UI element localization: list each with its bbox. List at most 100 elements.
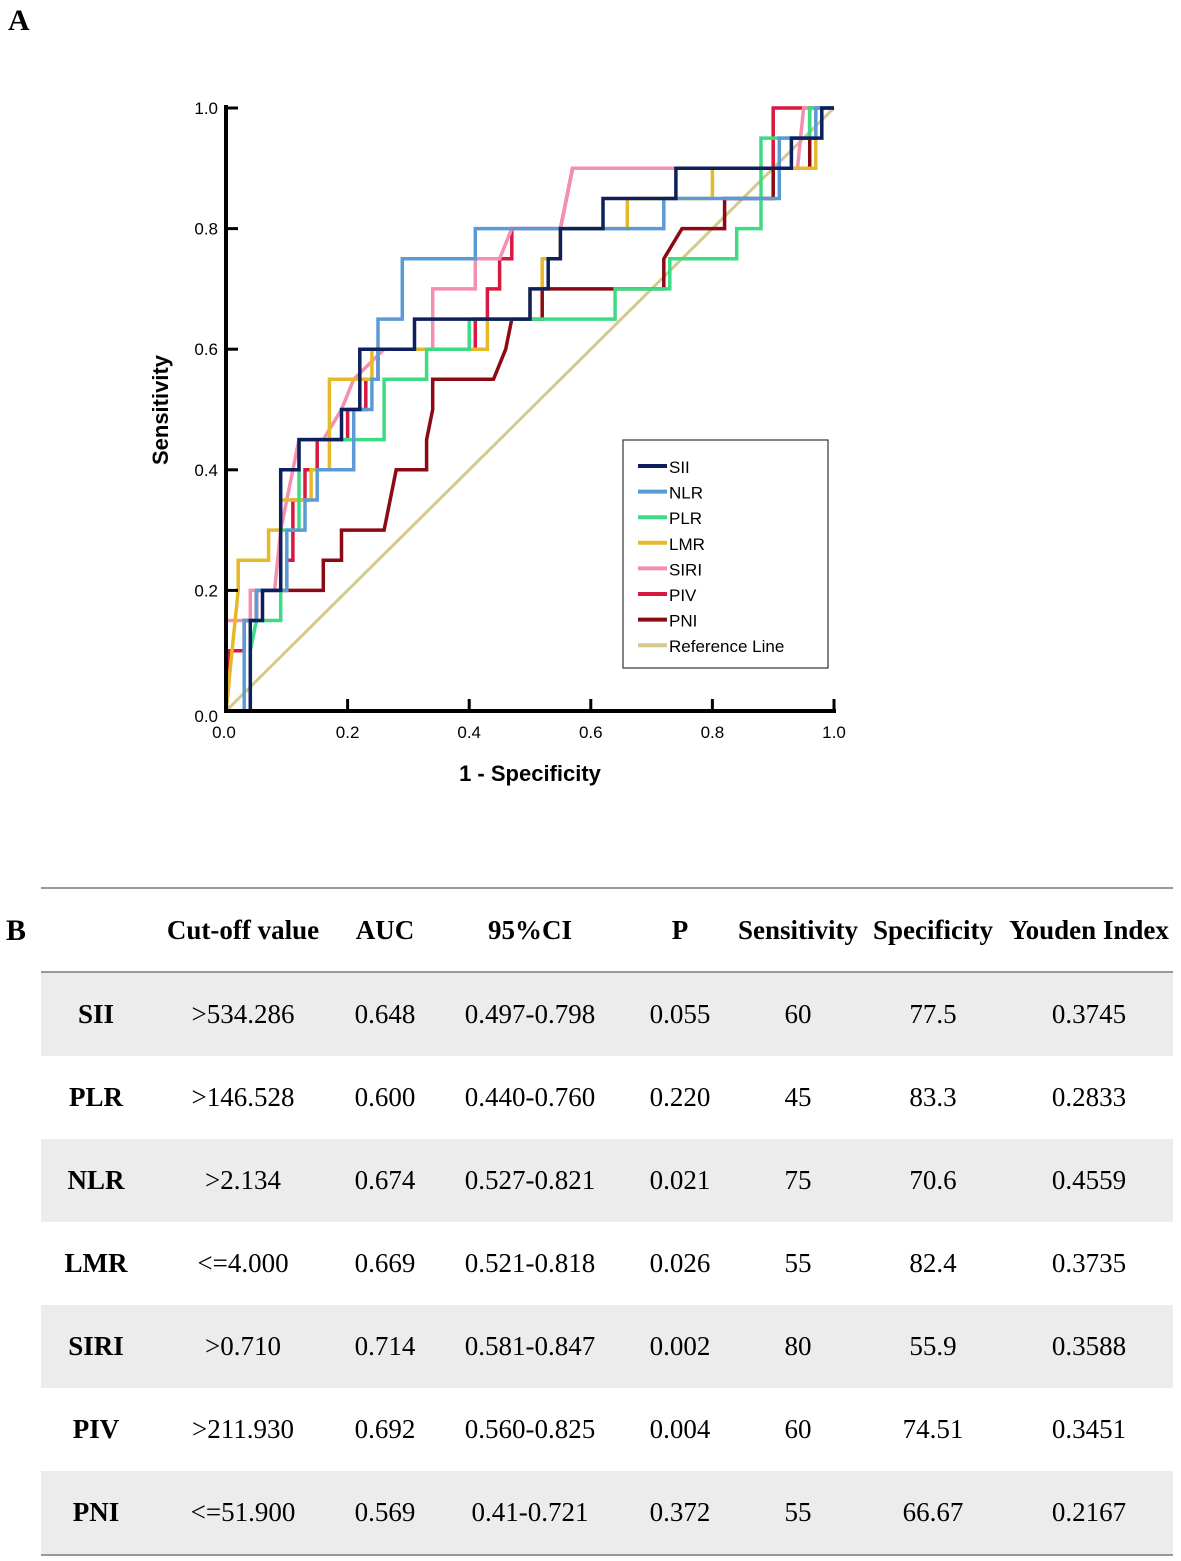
- y-tick-label: 0.6: [194, 340, 218, 359]
- table-cell: 0.714: [354, 1331, 416, 1361]
- y-tick-label: 0.0: [194, 707, 218, 726]
- table-row: SIRI >0.710 0.714 0.581-0.847 0.002 80 55.9 0.3…: [41, 1305, 1173, 1388]
- y-tick-label: 1.0: [194, 99, 218, 118]
- roc-results-table: Cut-off value AUC 95%CI P Sensitivity Specifi…: [41, 887, 1173, 1556]
- x-tick-label: 1.0: [822, 723, 846, 742]
- panel-label-b: B: [6, 914, 27, 947]
- table-cell: Specificity: [873, 914, 993, 945]
- legend-label: PLR: [669, 509, 702, 528]
- table-cell: AUC: [355, 914, 415, 945]
- table-cell: 55: [784, 1497, 812, 1527]
- series-line-sii: [226, 106, 834, 713]
- y-tick-label: 0.4: [194, 461, 218, 480]
- table-row: PIV >211.930 0.692 0.560-0.825 0.004 60 74.51 0…: [41, 1388, 1173, 1471]
- x-tick-label: 0.2: [336, 723, 360, 742]
- table-cell: 77.5: [909, 999, 957, 1029]
- table-cell: 0.220: [649, 1082, 711, 1112]
- table-cell: Youden Index: [1009, 914, 1169, 945]
- row-label: SII: [77, 999, 115, 1029]
- x-axis-label: 1 - Specificity: [459, 761, 602, 786]
- table-cell: 75: [784, 1165, 812, 1195]
- panel-label-a: A: [8, 4, 30, 37]
- x-tick-label: 0.4: [457, 723, 481, 742]
- table-cell: >534.286: [191, 999, 295, 1029]
- table-cell: <=4.000: [197, 1248, 289, 1278]
- table-cell: >0.710: [205, 1331, 281, 1361]
- y-tick-label: 0.2: [194, 581, 218, 600]
- y-tick-label: 0.8: [194, 220, 218, 239]
- table-cell: 60: [784, 1414, 812, 1444]
- table-cell: 0.569: [354, 1497, 416, 1527]
- table-cell: Sensitivity: [737, 914, 858, 945]
- table-cell: 0.527-0.821: [464, 1165, 596, 1195]
- legend-label: LMR: [669, 535, 705, 554]
- table-cell: 82.4: [909, 1248, 957, 1278]
- table-cell: 70.6: [909, 1165, 957, 1195]
- table-cell: 0.648: [354, 999, 416, 1029]
- table-row: PNI <=51.900 0.569 0.41-0.721 0.372 55 66.67 0.…: [41, 1471, 1173, 1554]
- table-cell: 0.3745: [1051, 999, 1127, 1029]
- table-cell: 60: [784, 999, 812, 1029]
- table-cell: <=51.900: [190, 1497, 296, 1527]
- row-label: LMR: [64, 1248, 128, 1278]
- row-label: PNI: [72, 1497, 120, 1527]
- table-cell: >211.930: [192, 1414, 294, 1444]
- table-cell: 0.600: [354, 1082, 416, 1112]
- table-cell: >2.134: [205, 1165, 281, 1195]
- table-cell: 0.004: [649, 1414, 711, 1444]
- table-cell: 45: [784, 1082, 812, 1112]
- table-cell: 74.51: [902, 1414, 964, 1444]
- table-header-row: Cut-off value AUC 95%CI P Sensitivity Specifi…: [41, 889, 1173, 973]
- table-cell: 80: [784, 1331, 812, 1361]
- table-cell: 0.692: [354, 1414, 416, 1444]
- table-row: NLR >2.134 0.674 0.527-0.821 0.021 75 70.6 0.45…: [41, 1139, 1173, 1222]
- table-cell: 83.3: [909, 1082, 957, 1112]
- table-cell: 0.026: [649, 1248, 711, 1278]
- legend-label: NLR: [669, 484, 703, 503]
- legend-box: [622, 439, 829, 669]
- table-cell: 66.67: [902, 1497, 964, 1527]
- legend-label: PIV: [669, 586, 697, 605]
- table-cell: 55.9: [909, 1331, 957, 1361]
- table-cell: Cut-off value: [166, 914, 320, 945]
- x-tick-label: 0.6: [579, 723, 603, 742]
- table-cell: 0.2833: [1051, 1082, 1127, 1112]
- x-tick-label: 0.8: [701, 723, 725, 742]
- table-cell: 0.440-0.760: [464, 1082, 596, 1112]
- row-label: NLR: [67, 1165, 125, 1195]
- table-cell: 0.4559: [1051, 1165, 1127, 1195]
- table-cell: 0.3451: [1051, 1414, 1127, 1444]
- y-axis-label: Sensitivity: [148, 354, 173, 465]
- table-cell: 0.674: [354, 1165, 416, 1195]
- table-cell: P: [671, 914, 689, 945]
- table-cell: 0.021: [649, 1165, 711, 1195]
- table-cell: 0.521-0.818: [464, 1248, 596, 1278]
- table-cell: 0.3735: [1051, 1248, 1127, 1278]
- x-tick-label: 0.0: [212, 723, 236, 742]
- row-label: PIV: [72, 1414, 120, 1444]
- table-row: LMR <=4.000 0.669 0.521-0.818 0.026 55 82.4 0.3…: [41, 1222, 1173, 1305]
- table-cell: 0.581-0.847: [464, 1331, 596, 1361]
- table-cell: 95%CI: [487, 914, 572, 945]
- table-cell: 0.2167: [1051, 1497, 1127, 1527]
- table-cell: 0.3588: [1051, 1331, 1127, 1361]
- row-label: PLR: [69, 1082, 123, 1112]
- legend-label: SIRI: [669, 560, 702, 579]
- table-cell: 0.055: [649, 999, 711, 1029]
- table-cell: 0.497-0.798: [464, 999, 596, 1029]
- table-cell: 0.669: [354, 1248, 416, 1278]
- row-label: SIRI: [68, 1331, 124, 1361]
- series-line-reference-line: [224, 106, 836, 713]
- table-cell: 0.41-0.721: [471, 1497, 589, 1527]
- table-cell: 0.560-0.825: [464, 1414, 596, 1444]
- roc-chart: 0.0 0.2 0.4 0.6 0.8 1.0 0.0 0.2 0.4 0.6 0.8 1.0 1 - …: [148, 99, 846, 786]
- legend-label: SII: [669, 458, 690, 477]
- table-cell: 0.002: [649, 1331, 711, 1361]
- table-cell: 0.372: [649, 1497, 711, 1527]
- table-cell: >146.528: [191, 1082, 295, 1112]
- legend-label: Reference Line: [669, 637, 784, 656]
- table-cell: 55: [784, 1248, 812, 1278]
- table-row: SII >534.286 0.648 0.497-0.798 0.055 60 77.5 0.…: [41, 973, 1173, 1056]
- legend-label: PNI: [669, 612, 697, 631]
- table-row: PLR >146.528 0.600 0.440-0.760 0.220 45 83.3 0.…: [41, 1056, 1173, 1139]
